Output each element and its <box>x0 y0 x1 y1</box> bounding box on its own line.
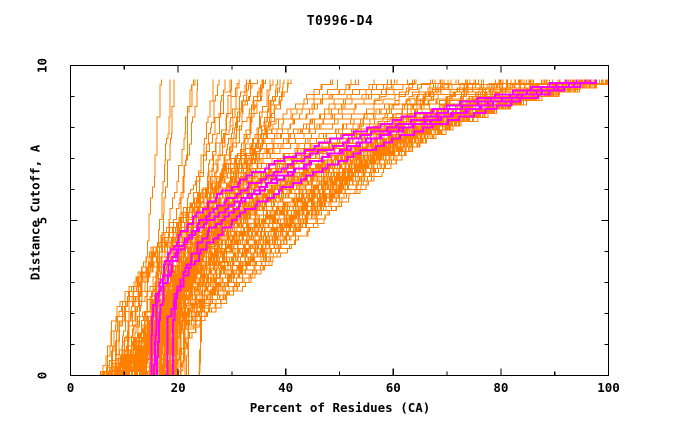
x-tick-label: 0 <box>66 380 75 395</box>
x-tick-label: 100 <box>597 380 620 395</box>
y-tick-label: 5 <box>34 216 50 224</box>
x-tick-label: 40 <box>278 380 294 395</box>
y-tick-label: 10 <box>34 57 50 73</box>
x-axis-label: Percent of Residues (CA) <box>249 400 431 415</box>
x-tick-label: 60 <box>385 380 401 395</box>
y-tick-label: 0 <box>34 371 50 379</box>
chart-title: T0996-D4 <box>306 14 374 29</box>
x-tick-label: 20 <box>170 380 186 395</box>
x-tick-label: 80 <box>493 380 509 395</box>
